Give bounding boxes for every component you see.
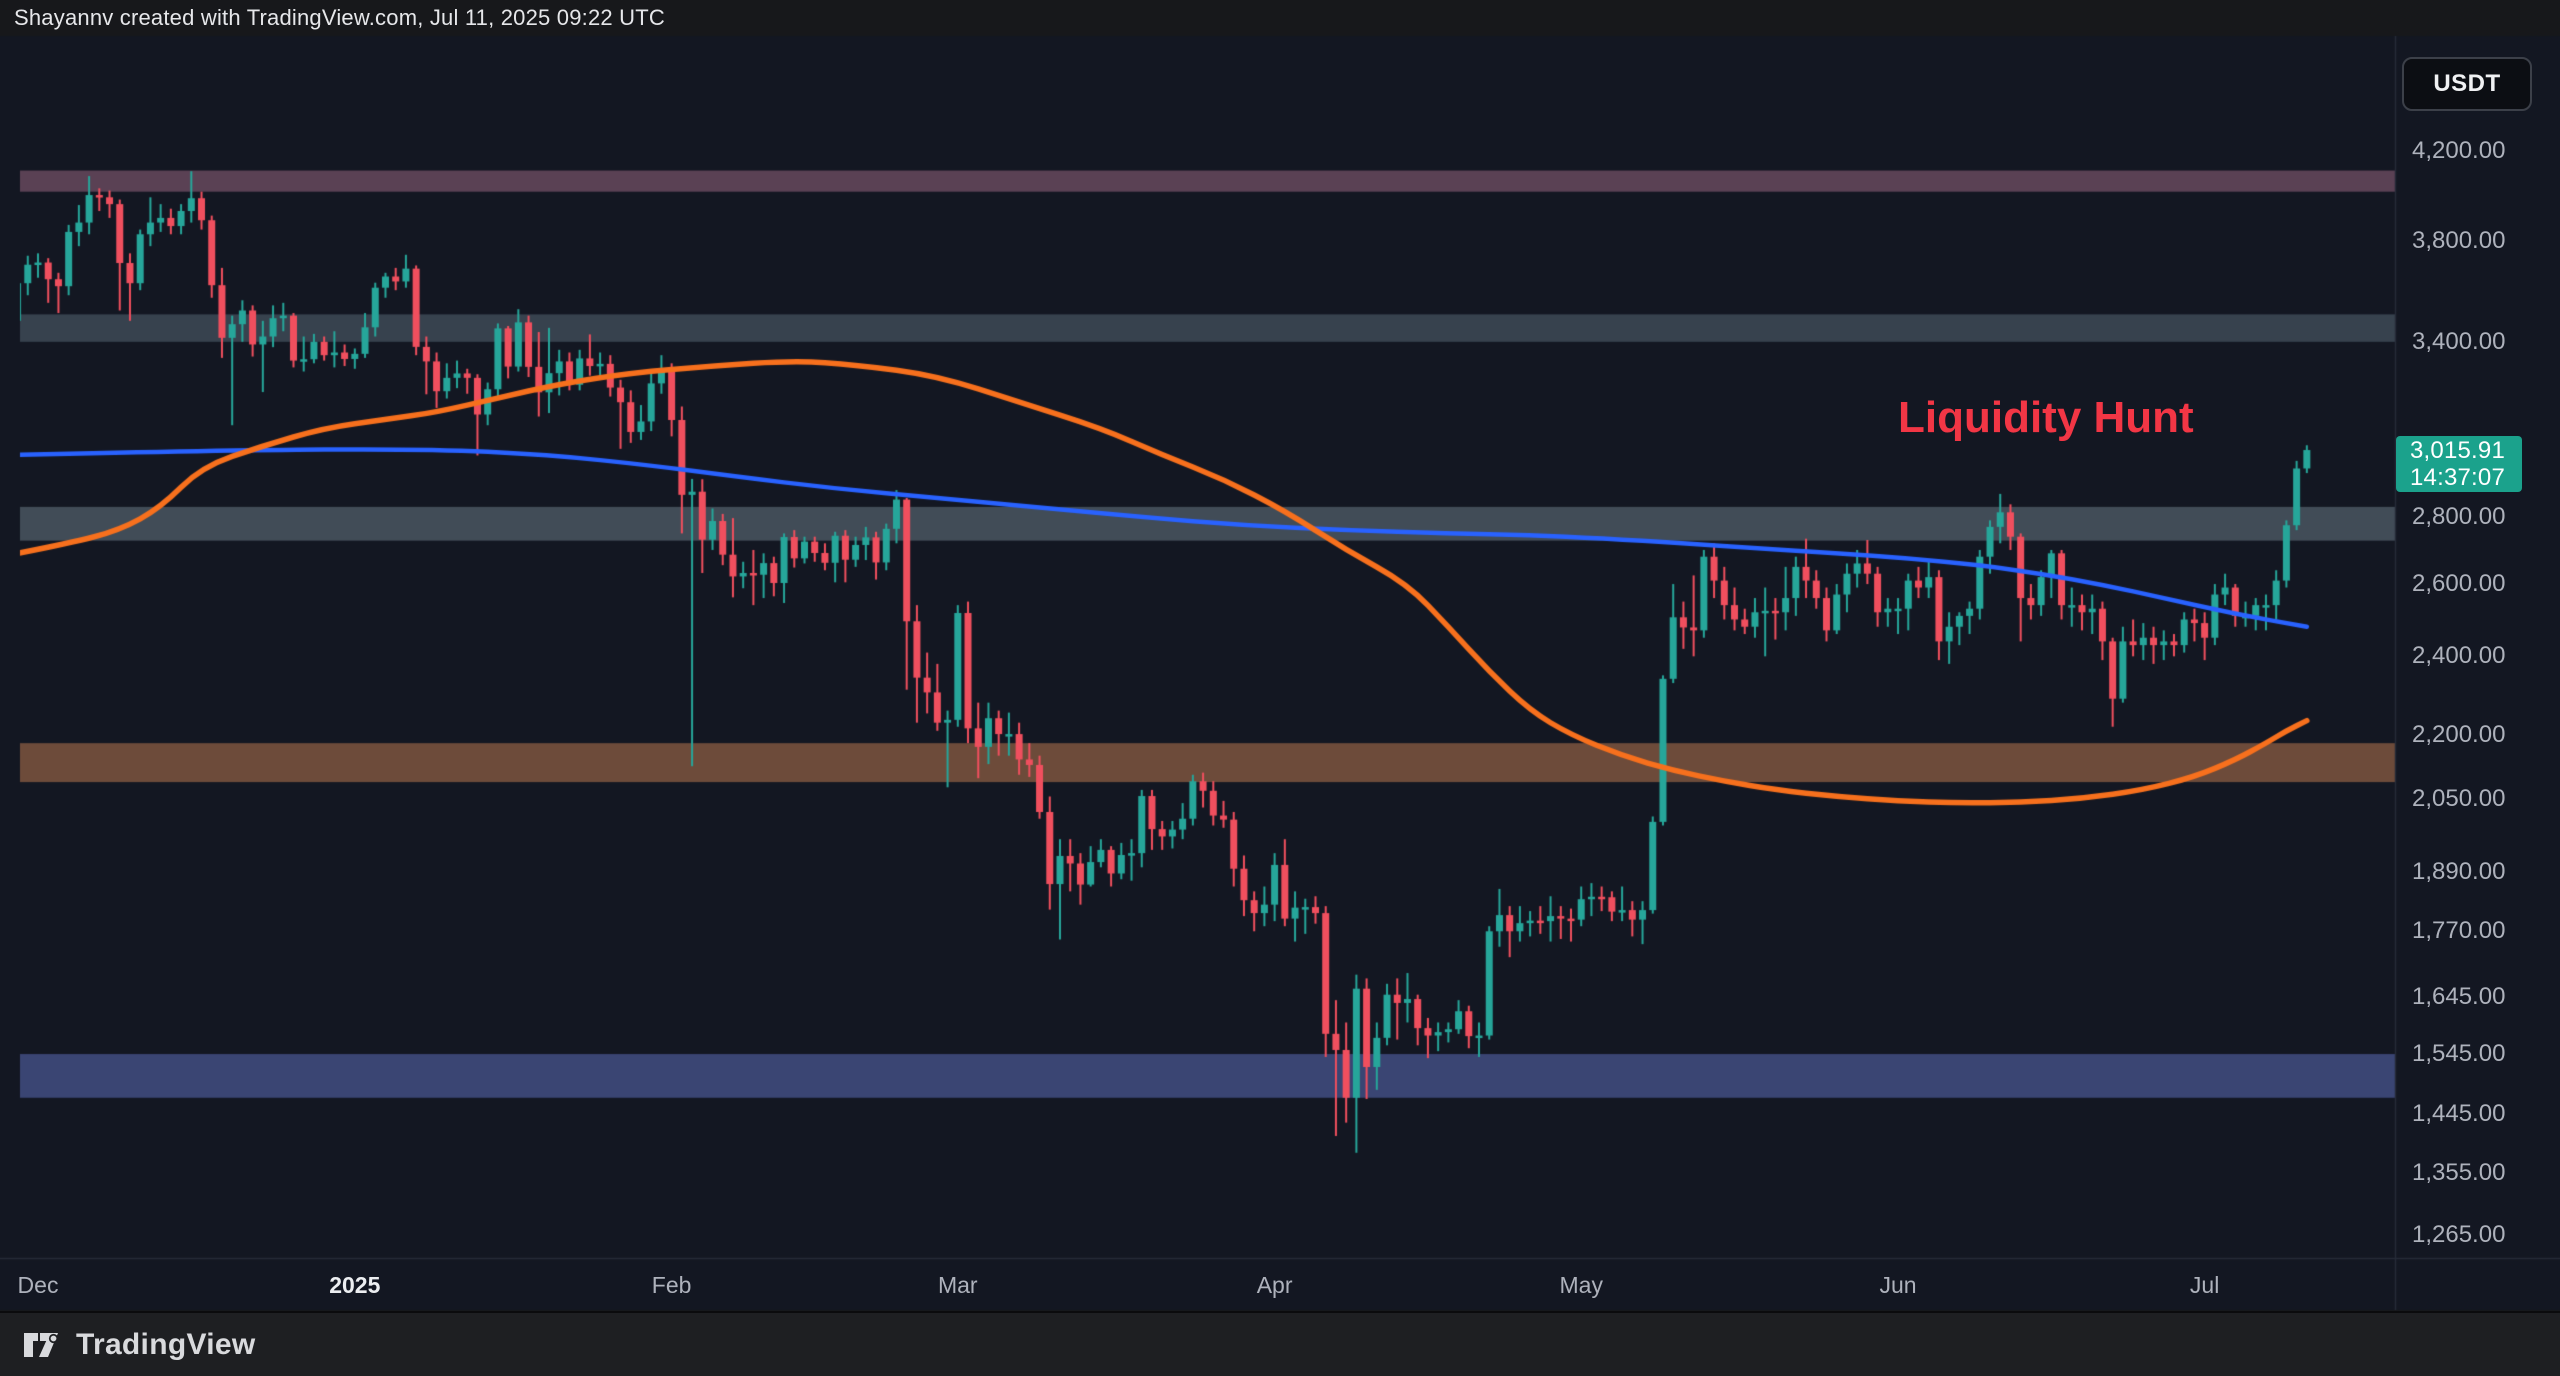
last-price-value: 3,015.91 — [2410, 437, 2506, 465]
time-tick-label: Apr — [1256, 1272, 1293, 1298]
price-tick-label: 3,800.00 — [2412, 227, 2506, 255]
price-tick-label: 2,050.00 — [2412, 784, 2506, 812]
price-tick-label: 2,600.00 — [2412, 570, 2506, 598]
time-tick-label: Jul — [2189, 1272, 2220, 1298]
time-tick-label: Mar — [937, 1272, 978, 1298]
quote-currency-badge: USDT — [2402, 57, 2532, 111]
liquidity-hunt-annotation: Liquidity Hunt — [1898, 393, 2194, 442]
price-tick-label: 1,890.00 — [2412, 858, 2506, 886]
price-tick-label: 2,800.00 — [2412, 503, 2506, 531]
footer-bar: TradingView — [0, 1311, 2560, 1376]
price-tick-label: 2,200.00 — [2412, 720, 2506, 748]
time-tick-label: Jun — [1879, 1272, 1917, 1298]
tradingview-brand-text: TradingView — [76, 1327, 256, 1361]
price-tick-label: 1,545.00 — [2412, 1040, 2506, 1068]
time-tick-label: Dec — [17, 1272, 59, 1298]
price-tick-label: 2,400.00 — [2412, 642, 2506, 670]
tradingview-logo-icon — [22, 1329, 62, 1361]
price-tick-label: 1,770.00 — [2412, 917, 2506, 945]
price-tick-label: 1,355.00 — [2412, 1158, 2506, 1186]
time-tick-label: Feb — [651, 1272, 692, 1298]
quote-currency-label: USDT — [2433, 70, 2501, 97]
time-tick-label: 2025 — [329, 1272, 381, 1298]
price-tick-label: 1,645.00 — [2412, 983, 2506, 1011]
bar-close-countdown: 14:37:07 — [2410, 464, 2506, 492]
price-tick-label: 3,400.00 — [2412, 327, 2506, 355]
time-tick-label: May — [1559, 1272, 1603, 1298]
price-tick-label: 1,445.00 — [2412, 1100, 2506, 1128]
price-tick-label: 1,265.00 — [2412, 1220, 2506, 1248]
price-tick-label: 4,200.00 — [2412, 137, 2506, 164]
last-price-badge: 3,015.91 14:37:07 — [2396, 436, 2522, 493]
